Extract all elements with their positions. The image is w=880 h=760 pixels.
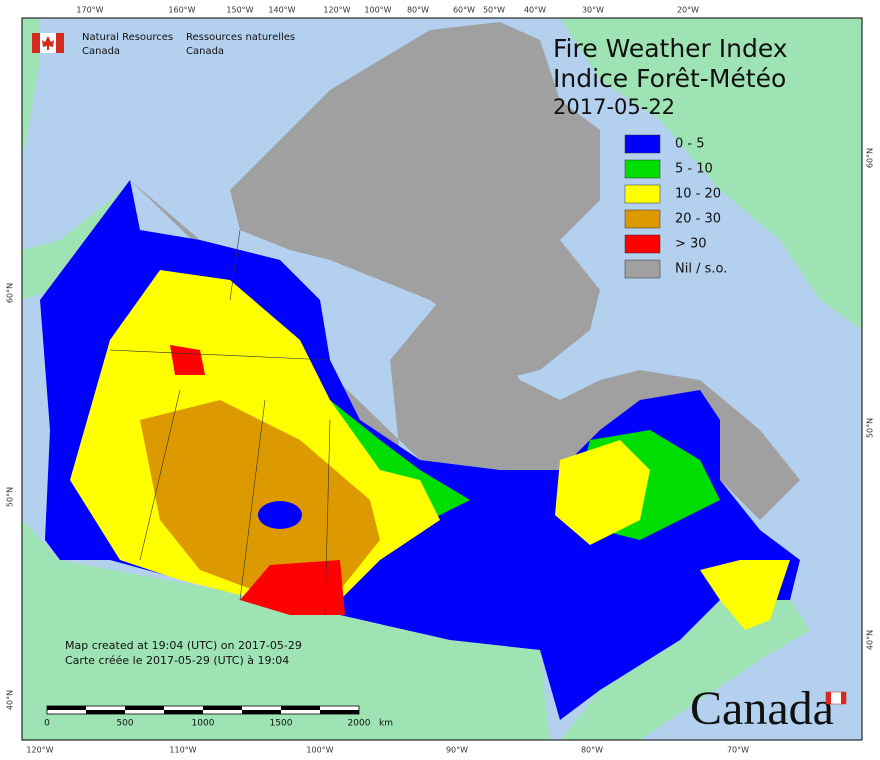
org-en: Natural Resources xyxy=(82,32,173,43)
legend-swatch xyxy=(624,259,661,279)
scale-segment xyxy=(203,706,242,710)
flag-bar xyxy=(841,692,846,704)
lat-label-right: 40°N xyxy=(866,630,875,650)
scale-label: 500 xyxy=(116,719,133,729)
map-date: 2017-05-22 xyxy=(553,95,675,119)
province-borders xyxy=(109,229,331,616)
lon-label-bottom: 110°W xyxy=(169,746,196,755)
scale-segment xyxy=(47,706,86,710)
fwi-very-high xyxy=(140,400,380,600)
lon-label-top: 100°W xyxy=(364,6,391,15)
org-en: Canada xyxy=(82,46,120,57)
lon-label-top: 60°W xyxy=(453,6,475,15)
lat-label-right: 50°N xyxy=(866,418,875,438)
scale-label: 1000 xyxy=(192,719,215,729)
legend-swatch xyxy=(624,184,661,204)
scale-segment xyxy=(164,710,203,714)
legend-swatch xyxy=(624,134,661,154)
legend-label: 20 - 30 xyxy=(675,212,721,227)
lat-label-left: 60°N xyxy=(6,283,15,303)
lat-label-left: 50°N xyxy=(6,487,15,507)
legend-label: 10 - 20 xyxy=(675,187,721,202)
usa xyxy=(22,520,810,740)
org-fr: Ressources naturelles xyxy=(186,32,295,43)
nrcan-logo: Natural Resources Canada Ressources natu… xyxy=(32,32,295,57)
title-en: Fire Weather Index xyxy=(553,34,788,63)
scale-segment xyxy=(125,706,164,710)
scale-segment xyxy=(242,710,281,714)
canada-wordmark: Canada xyxy=(690,682,847,735)
scale-label: 2000 xyxy=(348,719,371,729)
lon-label-top: 40°W xyxy=(524,6,546,15)
lon-label-bottom: 120°W xyxy=(26,746,53,755)
legend-label: 0 - 5 xyxy=(675,137,705,152)
lon-label-top: 170°W xyxy=(76,6,103,15)
scale-segment xyxy=(320,710,359,714)
lon-label-top: 80°W xyxy=(407,6,429,15)
legend-swatch xyxy=(624,234,661,254)
flag-bar xyxy=(826,692,831,704)
lon-label-bottom: 100°W xyxy=(306,746,333,755)
scale-unit: km xyxy=(379,719,393,729)
lon-label-top: 20°W xyxy=(677,6,699,15)
lake-blue xyxy=(258,501,302,529)
lon-label-top: 140°W xyxy=(268,6,295,15)
scale-segment xyxy=(86,710,125,714)
lon-label-bottom: 90°W xyxy=(446,746,468,755)
lon-label-top: 50°W xyxy=(483,6,505,15)
legend-swatch xyxy=(624,209,661,229)
flag-bar xyxy=(56,33,64,53)
map-frame xyxy=(21,17,863,741)
org-fr: Canada xyxy=(186,46,224,57)
title-fr: Indice Forêt-Météo xyxy=(553,64,786,93)
lat-label-left: 40°N xyxy=(6,690,15,710)
legend-label: 5 - 10 xyxy=(675,162,713,177)
greenland xyxy=(560,18,862,330)
lon-label-top: 160°W xyxy=(168,6,195,15)
map-body xyxy=(22,18,862,740)
fwi-extreme xyxy=(170,345,345,615)
maple-leaf xyxy=(42,36,54,50)
lat-label-right: 60°N xyxy=(866,148,875,168)
legend-label: > 30 xyxy=(675,237,707,252)
lon-label-top: 30°W xyxy=(582,6,604,15)
scale-segment xyxy=(281,706,320,710)
created-fr: Carte créée le 2017-05-29 (UTC) à 19:04 xyxy=(65,654,289,667)
scale-label: 0 xyxy=(44,719,50,729)
lon-label-top: 150°W xyxy=(226,6,253,15)
created-en: Map created at 19:04 (UTC) on 2017-05-29 xyxy=(65,639,302,652)
legend-label: Nil / s.o. xyxy=(675,262,727,277)
lon-label-bottom: 70°W xyxy=(727,746,749,755)
flag-bar xyxy=(32,33,40,53)
scale-label: 1500 xyxy=(270,719,293,729)
arctic-islands xyxy=(230,22,600,380)
lon-label-top: 120°W xyxy=(323,6,350,15)
lon-label-bottom: 80°W xyxy=(581,746,603,755)
legend-swatch xyxy=(624,159,661,179)
wordmark: Canada xyxy=(690,682,834,735)
